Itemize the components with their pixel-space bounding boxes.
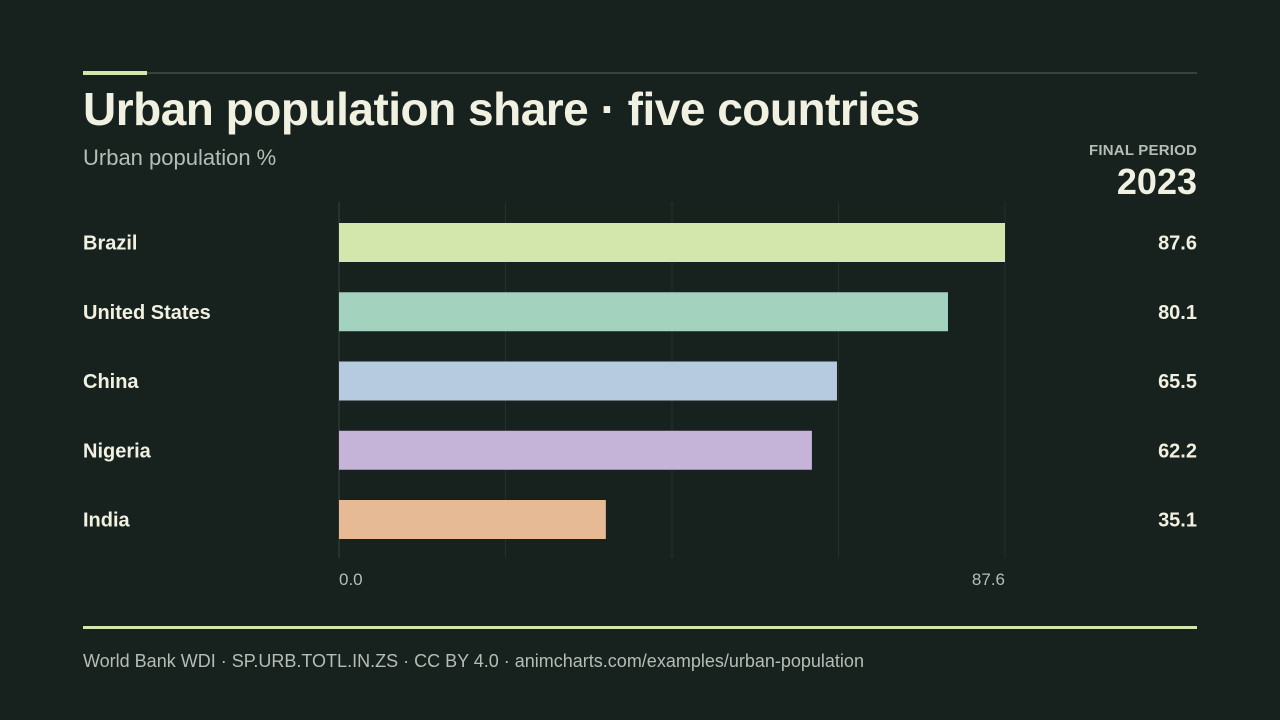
bar-4 (339, 500, 606, 539)
period-value: 2023 (1116, 161, 1197, 202)
category-label: United States (83, 302, 211, 324)
category-label: Brazil (83, 233, 137, 255)
value-label: 35.1 (1158, 510, 1197, 532)
period-label: FINAL PERIOD (1089, 142, 1197, 159)
bar-1 (339, 292, 948, 332)
value-label: 87.6 (1158, 233, 1197, 255)
bar-3 (339, 430, 812, 470)
x-tick-label: 87.6 (972, 570, 1005, 589)
value-label: 80.1 (1158, 302, 1197, 324)
bar-0 (339, 223, 1005, 262)
footer-rule (83, 626, 1197, 629)
chart-subtitle: Urban population % (83, 145, 277, 170)
chart-title: Urban population share · five countries (83, 83, 920, 135)
header-accent-bar (83, 71, 147, 75)
x-tick-label: 0.0 (339, 570, 363, 589)
value-label: 65.5 (1158, 371, 1197, 393)
header-rule (83, 72, 1197, 74)
category-label: Nigeria (83, 440, 152, 462)
category-label: China (83, 371, 139, 393)
value-label: 62.2 (1158, 440, 1197, 462)
source-note: World Bank WDI · SP.URB.TOTL.IN.ZS · CC … (83, 651, 864, 671)
bar-2 (339, 361, 837, 401)
category-label: India (83, 510, 131, 532)
